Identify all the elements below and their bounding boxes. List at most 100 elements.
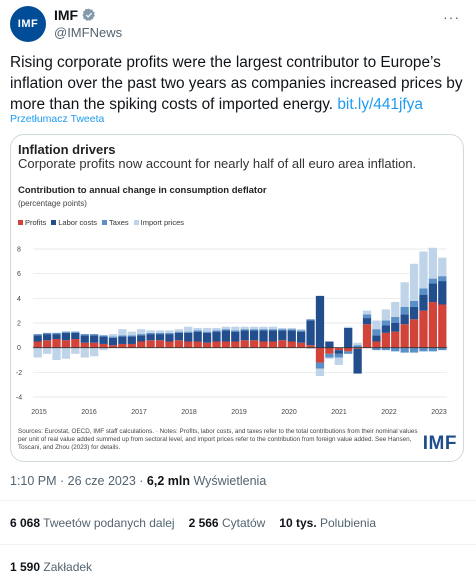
author-row: IMF (54, 7, 96, 23)
card-subtitle: Corporate profits now account for nearly… (18, 156, 417, 171)
bar-segment-taxes (165, 332, 174, 335)
author-name[interactable]: IMF (54, 7, 79, 23)
bar-segment-taxes (334, 353, 343, 358)
bar-segment-imports (297, 329, 306, 331)
bar-segment-imports (80, 347, 89, 358)
bar-segment-profits (419, 310, 428, 348)
legend-item-imports: Import prices (133, 218, 184, 227)
bar-segment-imports (409, 263, 419, 301)
legend-swatch (51, 220, 57, 225)
x-tick-label: 2016 (81, 409, 97, 416)
bar-segment-profits (428, 302, 438, 348)
translate-link[interactable]: Przetłumacz Tweeta (10, 113, 105, 125)
bar-segment-profits (118, 343, 127, 348)
chart-notes: Sources: Eurostat, OECD, IMF staff calcu… (18, 428, 418, 451)
retweets-stat[interactable]: 6 068 Tweetów podanych dalej (10, 516, 175, 530)
bar-segment-taxes (118, 335, 127, 337)
bar-segment-imports (127, 331, 136, 336)
bar-segment-imports (278, 327, 287, 330)
y-tick-label: 0 (17, 345, 21, 352)
y-tick-label: 4 (17, 296, 21, 303)
bar-segment-labor (353, 348, 362, 374)
quotes-stat[interactable]: 2 566 Cytatów (188, 516, 266, 530)
bar-segment-imports (419, 251, 428, 289)
bar-segment-taxes (137, 334, 146, 336)
bar-segment-profits (297, 342, 306, 348)
bar-segment-taxes (249, 329, 259, 331)
legend-label: Taxes (109, 218, 129, 227)
author-handle[interactable]: @IMFNews (54, 25, 123, 40)
bar-segment-taxes (391, 347, 400, 352)
bar-segment-taxes (419, 288, 428, 295)
bar-segment-taxes (127, 335, 136, 337)
bar-segment-labor (249, 330, 259, 341)
bar-segment-imports (221, 326, 231, 330)
bar-segment-imports (90, 347, 99, 357)
bar-segment-labor (174, 332, 183, 341)
bar-segment-imports (428, 247, 438, 279)
bar-segment-profits (202, 342, 212, 348)
bar-segment-labor (240, 330, 249, 341)
bar-segment-profits (155, 340, 165, 348)
tweet-link[interactable]: bit.ly/441jfya (337, 96, 423, 113)
bar-segment-profits (165, 341, 174, 348)
bar-segment-profits (438, 304, 447, 348)
bar-segment-imports (99, 347, 108, 351)
bar-segment-profits (409, 319, 419, 348)
bar-segment-labor (61, 332, 71, 341)
more-options-icon[interactable]: ··· (443, 9, 460, 25)
bar-segment-labor (315, 295, 325, 348)
avatar[interactable]: IMF (10, 6, 46, 42)
bar-segment-labor (428, 283, 438, 303)
bar-segment-profits (221, 341, 231, 348)
bar-segment-taxes (212, 330, 221, 332)
bar-segment-profits (362, 324, 372, 348)
bar-segment-imports (184, 326, 193, 332)
bar-segment-taxes (391, 316, 400, 323)
x-tick-label: 2018 (181, 409, 197, 416)
bar-segment-imports (146, 330, 155, 333)
bookmarks-stat[interactable]: 1 590 Zakładek (10, 560, 93, 574)
likes-stat[interactable]: 10 tys. Polubienia (279, 516, 377, 530)
bar-segment-labor (409, 306, 419, 320)
legend-label: Labor costs (58, 218, 98, 227)
bar-segment-profits (306, 345, 315, 348)
bar-segment-profits (268, 341, 278, 348)
bar-segment-imports (353, 342, 362, 346)
media-card[interactable]: Inflation drivers Corporate profits now … (10, 134, 464, 462)
bar-segment-profits (108, 345, 118, 348)
bar-segment-profits (240, 340, 249, 348)
chart-title: Contribution to annual change in consump… (18, 185, 267, 196)
bar-segment-taxes (174, 331, 183, 333)
bar-segment-imports (202, 327, 212, 332)
bar-segment-imports (259, 326, 268, 330)
bar-segment-profits (42, 340, 52, 348)
bar-segment-labor (146, 334, 155, 341)
bar-segment-taxes (353, 345, 362, 348)
bar-segment-profits (344, 347, 353, 352)
bar-segment-taxes (221, 329, 231, 331)
bar-segment-imports (174, 329, 183, 332)
x-tick-label: 2017 (131, 409, 147, 416)
imf-logo: IMF (422, 433, 457, 454)
bar-segment-imports (118, 329, 127, 336)
bar-segment-imports (334, 357, 343, 365)
bar-segment-taxes (52, 332, 61, 335)
bar-segment-imports (61, 347, 71, 359)
bar-segment-profits (90, 342, 99, 348)
legend-swatch (18, 220, 23, 225)
bar-segment-imports (108, 334, 118, 337)
bar-segment-profits (249, 340, 259, 348)
bar-segment-taxes (287, 329, 296, 331)
divider (0, 500, 476, 501)
bar-segment-labor (381, 325, 390, 333)
bar-segment-labor (325, 341, 334, 348)
bar-segment-taxes (108, 336, 118, 338)
bar-segment-imports (344, 326, 353, 328)
bar-segment-taxes (428, 278, 438, 284)
bar-segment-taxes (315, 362, 325, 369)
bar-segment-labor (344, 327, 353, 348)
bar-segment-taxes (306, 319, 315, 321)
y-tick-label: 6 (17, 271, 21, 278)
bar-segment-imports (52, 347, 61, 360)
